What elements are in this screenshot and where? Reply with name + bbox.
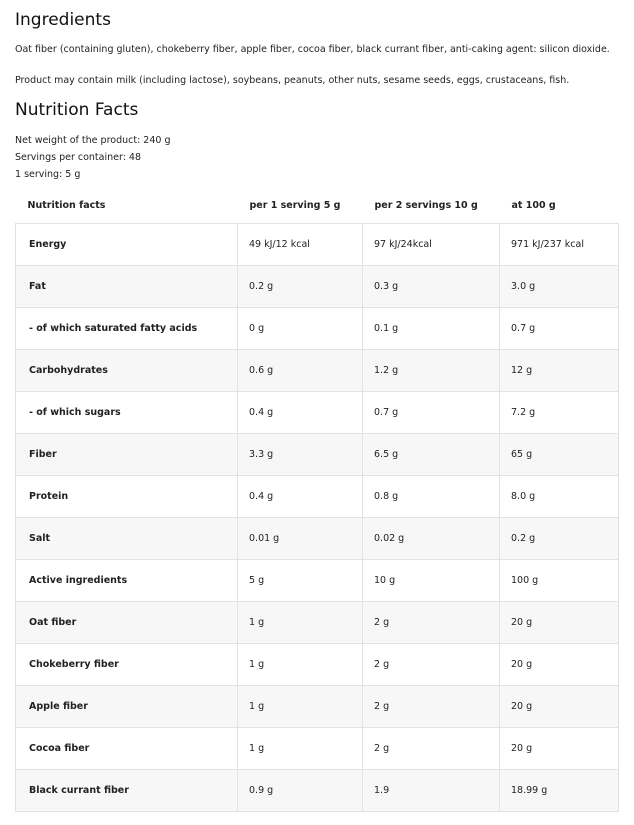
column-header: at 100 g [511, 199, 556, 211]
cell-value: 2 g [362, 601, 500, 644]
cell-value: 0.2 g [237, 265, 363, 308]
cell-label: Protein [15, 475, 238, 518]
header-row: Nutrition facts per 1 serving 5 g per 2 se… [16, 187, 619, 224]
info-line: 1 serving: 5 g [15, 169, 81, 180]
cell-value: 1.9 [362, 769, 500, 812]
info-line: Net weight of the product: 240 g [15, 135, 171, 146]
cell-value: 971 kJ/237 kcal [499, 223, 619, 266]
nutrition-table: Nutrition facts per 1 serving 5 g per 2 se… [15, 187, 619, 812]
cell-value: 0.01 g [237, 517, 363, 560]
cell-label: Cocoa fiber [15, 727, 238, 770]
cell-label: Active ingredients [15, 559, 238, 602]
cell-value: 20 g [499, 643, 619, 686]
section-title: Nutrition Facts [15, 100, 139, 120]
cell-value: 20 g [499, 685, 619, 728]
cell-value: 0.8 g [362, 475, 500, 518]
section-title: Ingredients [15, 10, 111, 30]
table-row: Fat 0.2 g 0.3 g 3.0 g [15, 265, 619, 308]
cell-label: Apple fiber [15, 685, 238, 728]
cell-value: 0.9 g [237, 769, 363, 812]
cell-value: 3.3 g [237, 433, 363, 476]
cell-value: 0.3 g [362, 265, 500, 308]
info-line: Servings per container: 48 [15, 152, 142, 163]
table-row: Energy 49 kJ/12 kcal 97 kJ/24kcal 971 kJ/23… [15, 223, 619, 266]
cell-value: 0.1 g [362, 307, 500, 350]
cell-value: 0.7 g [499, 307, 619, 350]
cell-value: 1 g [237, 685, 363, 728]
cell-value: 12 g [499, 349, 619, 392]
cell-value: 20 g [499, 601, 619, 644]
cell-value: 2 g [362, 685, 500, 728]
table-row: Protein 0.4 g 0.8 g 8.0 g [15, 475, 619, 518]
cell-label: Fiber [15, 433, 238, 476]
cell-value: 2 g [362, 643, 500, 686]
cell-label: Carbohydrates [15, 349, 238, 392]
cell-value: 6.5 g [362, 433, 500, 476]
cell-label: Energy [15, 223, 238, 266]
ingredients-text: Oat fiber (containing gluten), chokeberr… [15, 44, 610, 55]
cell-value: 10 g [362, 559, 500, 602]
cell-value: 0.4 g [237, 475, 363, 518]
cell-value: 49 kJ/12 kcal [237, 223, 363, 266]
table-row: Fiber 3.3 g 6.5 g 65 g [15, 433, 619, 476]
cell-value: 0.4 g [237, 391, 363, 434]
cell-label: Black currant fiber [15, 769, 238, 812]
cell-value: 65 g [499, 433, 619, 476]
cell-value: 18.99 g [499, 769, 619, 812]
cell-value: 8.0 g [499, 475, 619, 518]
cell-value: 3.0 g [499, 265, 619, 308]
cell-value: 0.6 g [237, 349, 363, 392]
cell-value: 0.7 g [362, 391, 500, 434]
table-row: - of which saturated fatty acids 0 g 0.1 g… [15, 307, 619, 350]
cell-value: 2 g [362, 727, 500, 770]
table-row: Black currant fiber 0.9 g 1.9 18.99 g [15, 769, 619, 812]
allergen-text: Product may contain milk (including lact… [15, 75, 570, 86]
cell-label: Oat fiber [15, 601, 238, 644]
cell-value: 0.2 g [499, 517, 619, 560]
cell-label: - of which saturated fatty acids [15, 307, 238, 350]
cell-value: 5 g [237, 559, 363, 602]
cell-label: - of which sugars [15, 391, 238, 434]
cell-label: Salt [15, 517, 238, 560]
column-header: per 2 servings 10 g [374, 199, 478, 211]
table-row: Carbohydrates 0.6 g 1.2 g 12 g [15, 349, 619, 392]
column-header: per 1 serving 5 g [249, 199, 341, 211]
cell-value: 1 g [237, 727, 363, 770]
table-row: - of which sugars 0.4 g 0.7 g 7.2 g [15, 391, 619, 434]
cell-value: 1 g [237, 643, 363, 686]
cell-label: Chokeberry fiber [15, 643, 238, 686]
cell-value: 20 g [499, 727, 619, 770]
cell-value: 100 g [499, 559, 619, 602]
cell-label: Fat [15, 265, 238, 308]
cell-value: 1.2 g [362, 349, 500, 392]
cell-value: 7.2 g [499, 391, 619, 434]
cell-value: 0.02 g [362, 517, 500, 560]
table-row: Active ingredients 5 g 10 g 100 g [15, 559, 619, 602]
table-row: Salt 0.01 g 0.02 g 0.2 g [15, 517, 619, 560]
cell-value: 97 kJ/24kcal [362, 223, 500, 266]
cell-value: 1 g [237, 601, 363, 644]
column-header: Nutrition facts [27, 199, 106, 211]
cell-value: 0 g [237, 307, 363, 350]
